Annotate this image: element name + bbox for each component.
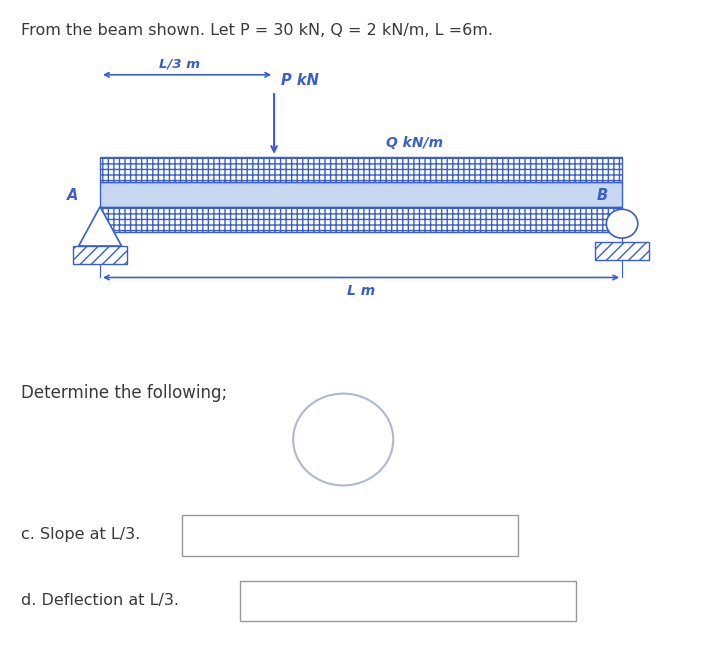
Text: Q kN/m: Q kN/m	[386, 136, 443, 150]
Bar	[100, 182, 622, 207]
Text: ∨: ∨	[558, 593, 571, 607]
Text: B: B	[597, 188, 608, 203]
Text: ∨: ∨	[501, 527, 514, 542]
Polygon shape	[79, 207, 122, 246]
Text: d. Deflection at L/3.: d. Deflection at L/3.	[21, 593, 179, 607]
Circle shape	[293, 394, 393, 485]
Text: c. Slope at L/3.: c. Slope at L/3.	[21, 527, 141, 542]
Text: [ Select ]: [ Select ]	[257, 593, 323, 607]
Bar	[100, 157, 622, 182]
Text: A: A	[67, 188, 79, 203]
FancyBboxPatch shape	[182, 515, 518, 556]
Text: L m: L m	[347, 284, 375, 298]
Circle shape	[606, 209, 638, 238]
Text: L/3 m: L/3 m	[159, 58, 200, 71]
Bar	[596, 242, 649, 260]
Bar	[74, 246, 127, 264]
Bar	[100, 207, 622, 232]
Text: P kN: P kN	[281, 73, 319, 88]
Text: [ Select ]: [ Select ]	[200, 527, 266, 542]
Text: Determine the following;: Determine the following;	[21, 384, 227, 401]
FancyBboxPatch shape	[240, 581, 576, 621]
Text: From the beam shown. Let P = 30 kN, Q = 2 kN/m, L =6m.: From the beam shown. Let P = 30 kN, Q = …	[21, 23, 493, 38]
